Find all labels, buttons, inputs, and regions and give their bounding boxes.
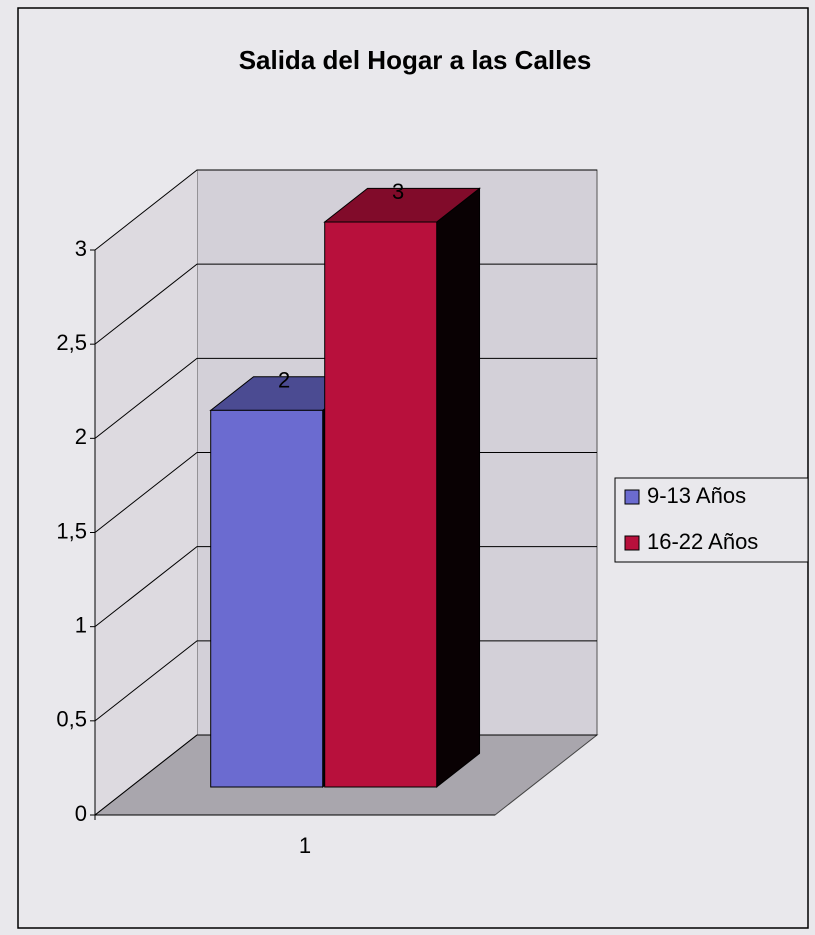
bar-side [436, 187, 481, 789]
x-tick-label: 1 [299, 833, 311, 858]
y-tick-label: 0 [75, 801, 87, 826]
data-label: 2 [278, 367, 290, 392]
y-tick-label: 1 [75, 612, 87, 637]
grid-line [94, 169, 597, 251]
legend-box [614, 477, 809, 563]
bar [324, 221, 438, 788]
bar [210, 409, 324, 788]
y-tick-label: 1,5 [56, 518, 87, 543]
legend-swatch [624, 489, 640, 505]
data-label: 3 [392, 179, 404, 204]
legend-label: 16-22 Años [647, 529, 758, 554]
chart-title: Salida del Hogar a las Calles [239, 45, 592, 75]
y-tick-label: 3 [75, 236, 87, 261]
legend-swatch [624, 535, 640, 551]
y-tick-label: 2,5 [56, 330, 87, 355]
y-tick-label: 2 [75, 424, 87, 449]
y-tick-label: 0,5 [56, 707, 87, 732]
legend-label: 9-13 Años [647, 483, 746, 508]
